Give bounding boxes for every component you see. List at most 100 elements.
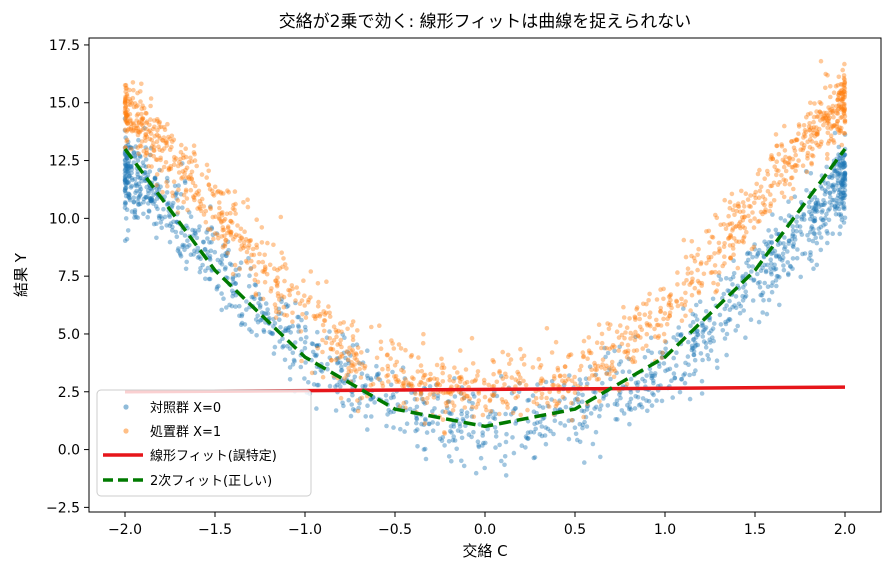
control-point bbox=[138, 201, 143, 207]
treatment-point bbox=[647, 291, 652, 297]
control-point bbox=[165, 201, 171, 207]
control-point bbox=[155, 182, 160, 187]
treatment-point bbox=[131, 125, 137, 131]
treatment-point bbox=[790, 156, 796, 162]
control-point bbox=[325, 366, 330, 372]
control-point bbox=[265, 307, 270, 312]
control-point bbox=[663, 368, 668, 374]
control-point bbox=[124, 207, 130, 212]
treatment-point bbox=[154, 157, 160, 163]
control-point bbox=[693, 368, 698, 373]
treatment-point bbox=[299, 298, 305, 303]
treatment-point bbox=[841, 101, 846, 107]
treatment-point bbox=[123, 117, 128, 122]
control-point bbox=[790, 228, 796, 233]
control-point bbox=[672, 375, 678, 381]
treatment-point bbox=[346, 366, 351, 371]
treatment-point bbox=[422, 372, 428, 378]
treatment-point bbox=[241, 200, 246, 205]
control-point bbox=[774, 231, 779, 237]
treatment-point bbox=[421, 331, 426, 337]
treatment-point bbox=[293, 298, 298, 303]
treatment-point bbox=[482, 394, 488, 400]
control-point bbox=[476, 444, 482, 450]
control-point bbox=[388, 409, 394, 415]
control-point bbox=[284, 304, 290, 310]
control-point bbox=[537, 419, 543, 425]
treatment-point bbox=[586, 335, 592, 340]
treatment-point bbox=[124, 129, 129, 134]
control-point bbox=[346, 361, 352, 366]
control-point bbox=[827, 200, 833, 205]
control-point bbox=[126, 145, 132, 150]
control-point bbox=[707, 317, 712, 323]
control-point bbox=[402, 376, 408, 381]
treatment-point bbox=[818, 118, 823, 123]
treatment-point bbox=[442, 431, 448, 436]
treatment-point bbox=[828, 110, 833, 115]
treatment-point bbox=[470, 361, 476, 366]
control-point bbox=[440, 409, 446, 414]
treatment-point bbox=[836, 103, 842, 109]
treatment-point bbox=[842, 92, 848, 97]
treatment-point bbox=[370, 381, 376, 387]
control-point bbox=[835, 199, 840, 204]
control-point bbox=[311, 382, 317, 387]
treatment-point bbox=[802, 143, 807, 148]
treatment-point bbox=[218, 189, 223, 195]
control-point bbox=[503, 439, 509, 445]
treatment-point bbox=[757, 218, 762, 224]
control-point bbox=[781, 241, 786, 246]
treatment-point bbox=[197, 199, 203, 204]
treatment-point bbox=[126, 126, 132, 132]
control-point bbox=[724, 276, 729, 281]
control-point bbox=[192, 248, 197, 253]
treatment-point bbox=[124, 113, 129, 119]
treatment-point bbox=[768, 157, 773, 162]
treatment-point bbox=[143, 131, 148, 137]
control-point bbox=[178, 192, 184, 197]
control-point bbox=[818, 224, 824, 230]
control-point bbox=[552, 418, 558, 424]
control-point bbox=[840, 178, 845, 184]
treatment-point bbox=[788, 175, 794, 181]
treatment-point bbox=[820, 115, 826, 120]
treatment-point bbox=[411, 376, 416, 382]
treatment-point bbox=[222, 216, 228, 222]
treatment-point bbox=[656, 322, 661, 328]
control-point bbox=[813, 235, 818, 240]
treatment-point bbox=[203, 208, 209, 214]
treatment-point bbox=[758, 209, 764, 215]
treatment-point bbox=[204, 175, 209, 180]
treatment-point bbox=[801, 123, 807, 128]
treatment-point bbox=[805, 139, 810, 145]
treatment-point bbox=[435, 381, 441, 386]
control-point bbox=[542, 433, 548, 438]
treatment-point bbox=[134, 104, 139, 109]
treatment-point bbox=[443, 400, 449, 406]
control-point bbox=[128, 163, 134, 169]
treatment-point bbox=[826, 116, 831, 122]
treatment-point bbox=[817, 109, 823, 115]
control-point bbox=[756, 319, 762, 325]
treatment-point bbox=[140, 103, 145, 108]
control-point bbox=[166, 212, 172, 218]
control-point bbox=[813, 206, 819, 211]
treatment-point bbox=[195, 206, 200, 211]
treatment-point bbox=[594, 340, 600, 346]
treatment-point bbox=[618, 323, 623, 328]
control-point bbox=[517, 381, 522, 386]
treatment-point bbox=[123, 85, 129, 91]
control-point bbox=[126, 191, 131, 197]
treatment-point bbox=[391, 346, 397, 351]
treatment-point bbox=[695, 278, 701, 284]
control-point bbox=[327, 329, 332, 334]
treatment-point bbox=[472, 378, 478, 384]
treatment-point bbox=[309, 370, 315, 376]
control-point bbox=[492, 425, 498, 430]
control-point bbox=[792, 234, 797, 239]
control-point bbox=[450, 438, 456, 443]
control-point bbox=[159, 216, 165, 221]
treatment-point bbox=[741, 239, 746, 245]
treatment-point bbox=[745, 197, 751, 202]
